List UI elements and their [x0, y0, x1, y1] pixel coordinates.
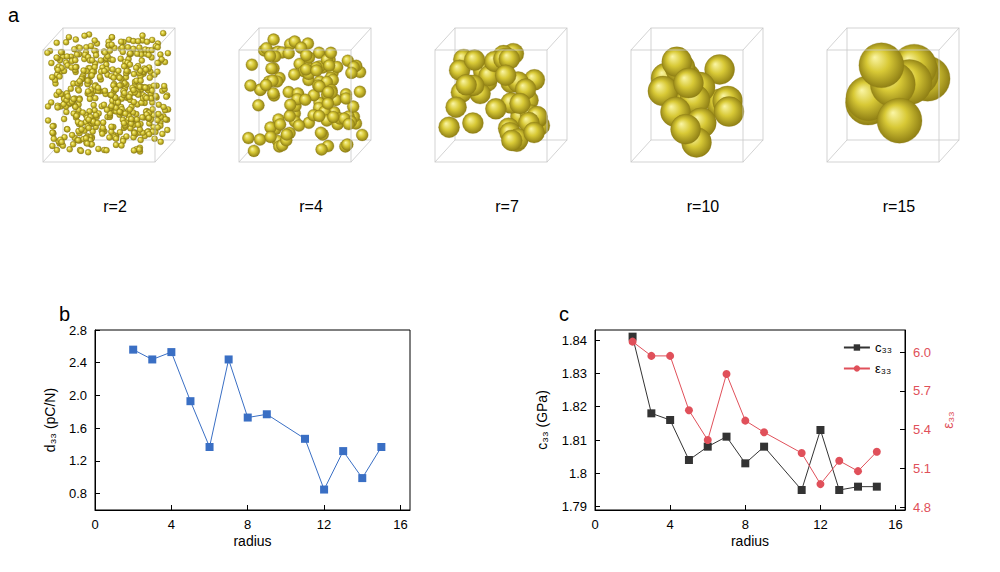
svg-text:b: b — [59, 303, 71, 325]
svg-text:c: c — [559, 303, 569, 325]
svg-text:1.79: 1.79 — [562, 499, 587, 514]
svg-text:2.4: 2.4 — [69, 355, 87, 370]
svg-text:4: 4 — [667, 517, 674, 532]
svg-text:ε₃₃: ε₃₃ — [875, 361, 891, 376]
svg-text:4.8: 4.8 — [913, 500, 931, 515]
svg-text:1.84: 1.84 — [562, 333, 587, 348]
svg-text:r=2: r=2 — [103, 198, 127, 215]
svg-text:1.2: 1.2 — [69, 453, 87, 468]
svg-text:12: 12 — [317, 517, 331, 532]
svg-text:r=7: r=7 — [495, 198, 519, 215]
svg-text:1.6: 1.6 — [69, 421, 87, 436]
svg-text:2.0: 2.0 — [69, 388, 87, 403]
svg-text:1.82: 1.82 — [562, 399, 587, 414]
svg-text:1.81: 1.81 — [562, 433, 587, 448]
svg-text:8: 8 — [742, 517, 749, 532]
svg-text:5.1: 5.1 — [913, 461, 931, 476]
svg-text:1.83: 1.83 — [562, 366, 587, 381]
svg-text:0: 0 — [91, 517, 98, 532]
svg-text:r=15: r=15 — [883, 198, 916, 215]
svg-text:a: a — [8, 4, 20, 26]
svg-text:6.0: 6.0 — [913, 345, 931, 360]
svg-text:radius: radius — [731, 533, 769, 549]
svg-text:5.4: 5.4 — [913, 422, 931, 437]
svg-text:c₃₃: c₃₃ — [875, 340, 892, 355]
svg-text:5.7: 5.7 — [913, 383, 931, 398]
svg-text:4: 4 — [168, 517, 175, 532]
svg-text:12: 12 — [813, 517, 827, 532]
svg-text:c₃₃ (GPa): c₃₃ (GPa) — [534, 390, 550, 450]
svg-text:1.8: 1.8 — [569, 466, 587, 481]
svg-text:16: 16 — [888, 517, 902, 532]
svg-text:0.8: 0.8 — [69, 486, 87, 501]
svg-text:16: 16 — [393, 517, 407, 532]
svg-text:radius: radius — [233, 533, 271, 549]
svg-text:0: 0 — [591, 517, 598, 532]
svg-text:r=4: r=4 — [299, 198, 323, 215]
svg-text:8: 8 — [244, 517, 251, 532]
svg-text:d₃₃ (pC/N): d₃₃ (pC/N) — [42, 388, 58, 452]
svg-text:ε₃₃: ε₃₃ — [940, 411, 956, 429]
svg-text:r=10: r=10 — [687, 198, 720, 215]
svg-text:2.8: 2.8 — [69, 323, 87, 338]
